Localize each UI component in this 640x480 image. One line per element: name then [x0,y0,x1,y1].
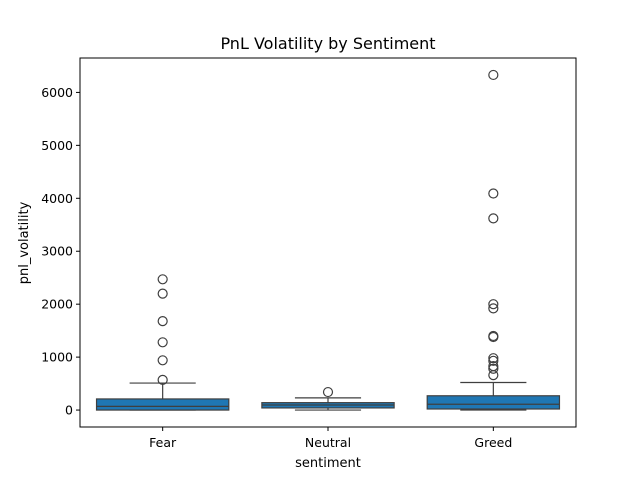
outlier-point [157,355,168,366]
outlier-point [488,69,499,81]
outlier-point [157,288,168,299]
outlier-point [488,303,499,314]
chart-title: PnL Volatility by Sentiment [220,34,435,53]
x-tick-label: Greed [474,435,512,450]
outlier-point [488,363,499,374]
y-tick-label: 5000 [41,138,73,153]
y-tick-label: 0 [65,403,73,418]
y-tick-label: 4000 [41,191,73,206]
axes-frame [79,57,577,428]
x-axis-label: sentiment [295,456,361,471]
outlier-point [488,353,499,364]
y-tick-label: 2000 [41,297,73,312]
outlier-point [157,337,168,348]
box-fear [95,398,230,411]
y-tick-label: 6000 [41,85,73,100]
y-tick-label: 1000 [41,350,73,365]
y-axis-label: pnl_volatility [17,201,32,284]
plot-area: 0 1000 2000 3000 4000 5000 6000 Fear Neutral Gree… [41,69,561,450]
outlier-point [322,386,334,398]
y-tick-label: 3000 [41,244,73,259]
outlier-point [488,355,499,366]
x-tick-label: Fear [149,435,177,450]
box-greed [426,395,561,410]
outlier-point [157,374,168,385]
outlier-point [488,330,499,342]
outlier-point [488,188,499,199]
outlier-point [488,361,499,372]
x-tick-label: Neutral [305,435,351,450]
outlier-point [157,316,168,327]
outlier-point [488,213,499,224]
outlier-point [488,299,499,310]
outlier-point [157,274,168,285]
